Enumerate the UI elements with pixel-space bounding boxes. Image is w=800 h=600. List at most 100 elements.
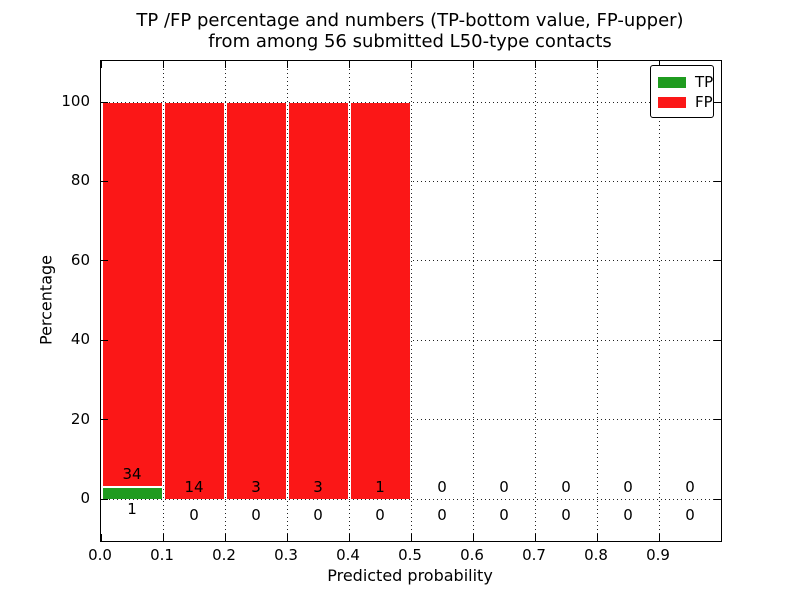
y-tick-label: 60 xyxy=(70,250,90,269)
x-tick-mark-top xyxy=(596,61,598,68)
x-gridline xyxy=(658,61,660,541)
y-tick-mark-right xyxy=(714,101,721,103)
tp-count-label: 0 xyxy=(685,506,695,524)
x-tick-mark-top xyxy=(658,61,660,68)
fp-bar xyxy=(288,103,348,499)
tp-count-label: 0 xyxy=(251,506,261,524)
fp-count-label: 0 xyxy=(561,478,571,496)
plot-area: TP FP 34 1 14 0 3 0 3 0 1 0 0 0 0 0 0 0 0 0 0 0 xyxy=(100,60,722,542)
y-tick-mark-right xyxy=(714,419,721,421)
x-tick-mark-top xyxy=(472,61,474,68)
y-gridline xyxy=(101,180,721,182)
fp-bar xyxy=(102,103,162,487)
fp-legend-swatch xyxy=(658,96,686,108)
x-gridline xyxy=(348,61,350,541)
x-tick-mark-top xyxy=(348,61,350,68)
y-tick-label: 80 xyxy=(70,171,90,190)
y-gridline xyxy=(101,498,721,500)
x-tick-label: 0.0 xyxy=(88,546,112,564)
y-tick-mark xyxy=(101,498,108,500)
x-tick-label: 0.4 xyxy=(336,546,360,564)
y-tick-mark-right xyxy=(714,180,721,182)
tp-count-label: 0 xyxy=(375,506,385,524)
tp-bar xyxy=(102,487,162,499)
x-tick-label: 0.9 xyxy=(646,546,670,564)
fp-count-label: 0 xyxy=(499,478,509,496)
fp-count-label: 1 xyxy=(375,478,385,496)
fp-legend-label: FP xyxy=(695,93,713,111)
tp-count-label: 0 xyxy=(623,506,633,524)
y-tick-mark xyxy=(101,260,108,262)
chart-title-line1: TP /FP percentage and numbers (TP-bottom… xyxy=(136,10,684,31)
x-tick-mark-top xyxy=(286,61,288,68)
tp-legend-label: TP xyxy=(695,73,714,91)
legend: TP FP xyxy=(650,65,714,118)
y-tick-mark-right xyxy=(714,339,721,341)
x-tick-mark-top xyxy=(534,61,536,68)
tp-count-label: 0 xyxy=(561,506,571,524)
y-tick-label: 100 xyxy=(61,92,90,110)
x-gridline xyxy=(162,61,164,541)
x-tick-label: 0.5 xyxy=(398,546,422,564)
fp-count-label: 0 xyxy=(437,478,447,496)
y-tick-mark xyxy=(101,339,108,341)
x-tick-mark-top xyxy=(100,61,102,68)
x-axis-label: Predicted probability xyxy=(327,566,493,585)
fp-bar xyxy=(226,103,286,499)
tp-count-label: 0 xyxy=(499,506,509,524)
fp-count-label: 0 xyxy=(685,478,695,496)
x-tick-mark xyxy=(534,534,536,541)
x-tick-mark-top xyxy=(410,61,412,68)
tp-count-label: 0 xyxy=(189,506,199,524)
fp-count-label: 3 xyxy=(313,478,323,496)
fp-bar xyxy=(164,103,224,499)
x-tick-label: 0.7 xyxy=(522,546,546,564)
x-tick-label: 0.8 xyxy=(584,546,608,564)
x-tick-mark xyxy=(658,534,660,541)
y-tick-label: 40 xyxy=(70,330,90,349)
fp-count-label: 0 xyxy=(623,478,633,496)
chart-title-line2: from among 56 submitted L50-type contact… xyxy=(208,31,612,52)
y-gridline xyxy=(101,101,721,103)
x-tick-mark xyxy=(410,534,412,541)
tp-count-label: 0 xyxy=(437,506,447,524)
x-tick-mark xyxy=(286,534,288,541)
x-gridline xyxy=(534,61,536,541)
x-tick-mark xyxy=(596,534,598,541)
fp-bar xyxy=(350,103,410,499)
x-tick-label: 0.1 xyxy=(150,546,174,564)
y-gridline xyxy=(101,260,721,262)
y-tick-mark xyxy=(101,180,108,182)
tp-count-label: 0 xyxy=(313,506,323,524)
y-tick-label: 20 xyxy=(70,409,90,428)
fp-count-label: 34 xyxy=(122,464,142,483)
x-tick-mark xyxy=(348,534,350,541)
y-tick-label: 0 xyxy=(80,489,90,507)
x-gridline xyxy=(224,61,226,541)
chart-title: TP /FP percentage and numbers (TP-bottom… xyxy=(100,10,720,52)
y-gridline xyxy=(101,339,721,341)
x-tick-mark xyxy=(162,534,164,541)
x-tick-label: 0.3 xyxy=(274,546,298,564)
y-tick-mark-right xyxy=(714,498,721,500)
x-tick-mark-top xyxy=(162,61,164,68)
y-gridline xyxy=(101,419,721,421)
x-gridline xyxy=(596,61,598,541)
x-tick-label: 0.2 xyxy=(212,546,236,564)
x-gridline xyxy=(286,61,288,541)
legend-entry-tp: TP xyxy=(658,72,713,92)
x-tick-mark xyxy=(472,534,474,541)
legend-entry-fp: FP xyxy=(658,92,713,112)
y-tick-mark xyxy=(101,419,108,421)
fp-count-label: 3 xyxy=(251,478,261,496)
x-tick-mark xyxy=(224,534,226,541)
x-tick-mark xyxy=(100,534,102,541)
tp-legend-swatch xyxy=(658,76,686,88)
fp-count-label: 14 xyxy=(184,478,204,496)
y-tick-mark xyxy=(101,101,108,103)
tp-count-label: 1 xyxy=(127,500,137,518)
x-tick-label: 0.6 xyxy=(460,546,484,564)
y-tick-mark-right xyxy=(714,260,721,262)
x-gridline xyxy=(410,61,412,541)
